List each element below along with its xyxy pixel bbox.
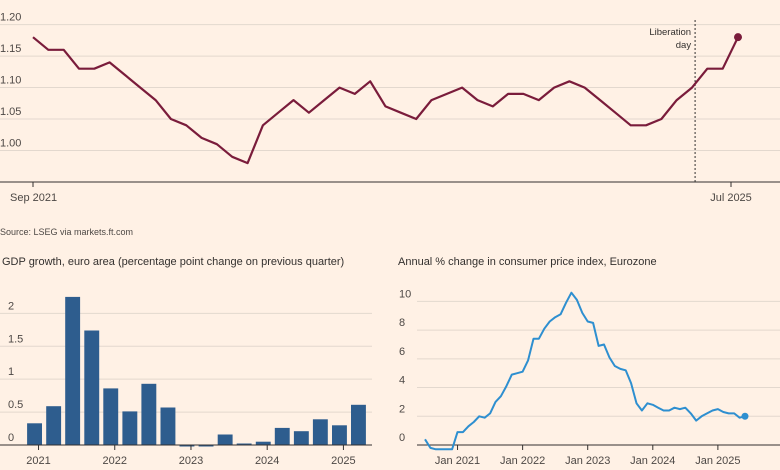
gdp-bar <box>293 431 309 445</box>
y-tick-label: 1 <box>8 366 14 378</box>
gdp-bar <box>141 383 157 445</box>
gdp-bar <box>255 441 271 445</box>
y-tick-label: 2 <box>8 300 14 312</box>
gdp-bar <box>217 434 233 445</box>
gdp-bar <box>46 406 62 445</box>
x-tick-label: 2021 <box>26 455 50 467</box>
y-tick-label: 1.10 <box>0 75 21 87</box>
gdp-bar-chart: 0 0.5 1 1.5 2 2021 2022 2023 2024 2025 <box>0 296 372 467</box>
x-tick-label: 2023 <box>179 455 203 467</box>
annotation-label: Liberation <box>649 27 691 38</box>
gdp-chart-title: GDP growth, euro area (percentage point … <box>2 256 345 268</box>
y-tick-label: 4 <box>399 375 405 387</box>
y-tick-label: 8 <box>399 317 405 329</box>
gdp-bar <box>312 419 328 445</box>
y-tick-label: 0 <box>399 432 405 444</box>
source-note: Source: LSEG via markets.ft.com <box>0 227 134 237</box>
cpi-series-line <box>424 291 746 451</box>
x-tick-label: Jan 2025 <box>695 455 740 467</box>
gdp-bar <box>65 296 81 445</box>
y-tick-label: 6 <box>399 346 405 358</box>
gdp-bar <box>274 427 290 445</box>
cpi-line-chart: 0 2 4 6 8 10 Jan 2021 Jan 2022 Jan 2023 Jan 2024 J… <box>399 288 780 467</box>
x-tick-label: Jan 2024 <box>630 455 675 467</box>
x-tick-label: 2024 <box>255 455 279 467</box>
y-tick-label: 1.05 <box>0 106 21 118</box>
gdp-bar <box>351 404 366 445</box>
y-tick-label: 0 <box>8 432 14 444</box>
gdp-bar <box>160 407 176 445</box>
gdp-bar <box>179 445 195 447</box>
y-tick-label: 1.20 <box>0 12 21 24</box>
y-tick-label: 1.00 <box>0 138 21 150</box>
y-tick-label: 0.5 <box>8 399 23 411</box>
gdp-bar <box>198 445 214 447</box>
series-end-point <box>734 33 742 42</box>
y-tick-label: 1.15 <box>0 43 21 55</box>
series-end-point <box>741 412 749 420</box>
y-tick-label: 2 <box>399 403 405 415</box>
cpi-chart-title: Annual % change in consumer price index,… <box>398 256 657 268</box>
eurusd-series-line <box>32 36 739 165</box>
gdp-bar <box>103 388 119 445</box>
gdp-bar <box>122 411 138 445</box>
eurusd-line-chart: 1.00 1.05 1.10 1.15 1.20 Sep 2021 Jul 2025 Libe… <box>0 12 780 204</box>
y-tick-label: 10 <box>399 288 411 300</box>
x-tick-label: 2025 <box>331 455 355 467</box>
x-tick-label: Sep 2021 <box>10 192 57 204</box>
x-tick-label: Jan 2022 <box>500 455 545 467</box>
gdp-bar <box>332 425 347 446</box>
x-tick-label: Jan 2021 <box>435 455 480 467</box>
annotation-label: day <box>676 40 692 51</box>
x-tick-label: Jan 2023 <box>565 455 610 467</box>
gdp-bar <box>84 330 100 445</box>
x-tick-label: Jul 2025 <box>710 192 752 204</box>
gdp-bar <box>27 423 42 445</box>
x-tick-label: 2022 <box>103 455 127 467</box>
gdp-bar <box>236 443 252 445</box>
y-tick-label: 1.5 <box>8 333 23 345</box>
